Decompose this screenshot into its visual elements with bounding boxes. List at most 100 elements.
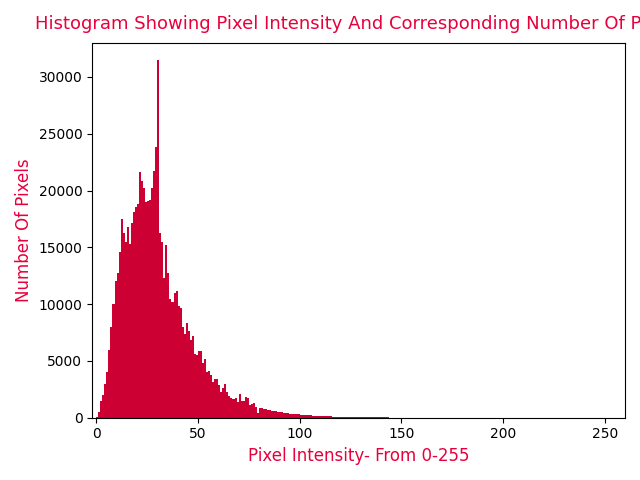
Bar (294, 414, 296, 418)
Bar (334, 417, 336, 418)
Bar (155, 146, 157, 418)
Bar (163, 278, 165, 418)
Bar (273, 411, 275, 418)
Bar (204, 360, 206, 418)
Bar (246, 398, 249, 418)
Bar (285, 413, 287, 418)
Bar (131, 223, 133, 418)
Bar (314, 416, 316, 418)
Bar (102, 395, 104, 418)
Bar (308, 415, 310, 418)
Bar (230, 398, 232, 418)
Bar (100, 401, 102, 418)
Bar (139, 172, 141, 418)
Bar (348, 417, 351, 418)
Bar (104, 384, 106, 418)
Bar (265, 409, 267, 418)
Bar (340, 417, 342, 418)
Bar (296, 414, 298, 418)
Bar (216, 379, 218, 418)
Bar (172, 302, 173, 418)
Bar (208, 371, 210, 418)
Bar (212, 383, 214, 418)
Bar (355, 417, 356, 418)
Bar (261, 408, 263, 418)
Bar (322, 416, 324, 418)
Bar (324, 416, 326, 418)
Bar (188, 331, 190, 418)
Bar (249, 405, 251, 418)
Bar (99, 412, 100, 418)
Bar (192, 336, 194, 418)
Bar (118, 252, 120, 418)
Bar (239, 394, 241, 418)
Bar (184, 334, 186, 418)
Bar (253, 403, 255, 418)
Bar (356, 417, 358, 418)
Bar (346, 417, 348, 418)
Bar (113, 304, 115, 418)
Bar (106, 372, 108, 418)
Bar (177, 306, 180, 418)
Bar (358, 417, 360, 418)
Bar (111, 327, 113, 418)
Bar (282, 412, 284, 418)
Bar (145, 202, 147, 418)
Bar (326, 416, 328, 418)
Bar (214, 379, 216, 418)
Bar (316, 416, 318, 418)
Bar (153, 171, 155, 418)
Bar (194, 354, 196, 418)
Bar (170, 300, 172, 418)
Bar (180, 308, 182, 418)
Bar (137, 204, 139, 418)
Bar (227, 393, 228, 418)
Bar (175, 291, 177, 418)
Bar (289, 414, 291, 418)
Bar (125, 242, 127, 418)
Bar (300, 415, 301, 418)
Bar (127, 227, 129, 418)
Bar (284, 413, 285, 418)
Bar (115, 281, 116, 418)
Bar (116, 273, 118, 418)
Bar (143, 188, 145, 418)
Bar (330, 417, 332, 418)
Bar (200, 351, 202, 418)
Bar (173, 293, 175, 418)
Bar (291, 414, 294, 418)
Bar (277, 412, 279, 418)
Bar (182, 327, 184, 418)
Bar (263, 408, 265, 418)
Bar (351, 417, 353, 418)
Bar (190, 340, 192, 418)
Bar (259, 408, 261, 418)
Bar (129, 244, 131, 418)
Bar (320, 416, 322, 418)
Y-axis label: Number Of Pixels: Number Of Pixels (15, 158, 33, 302)
Bar (312, 416, 314, 418)
Bar (198, 351, 200, 418)
Bar (303, 415, 306, 418)
Bar (220, 392, 222, 418)
Bar (206, 372, 208, 418)
Bar (342, 417, 344, 418)
Bar (301, 415, 303, 418)
Bar (234, 398, 237, 418)
Bar (222, 388, 225, 418)
Bar (120, 219, 123, 418)
Bar (218, 385, 220, 418)
Bar (279, 412, 282, 418)
Bar (232, 399, 234, 418)
Bar (96, 417, 99, 418)
Bar (271, 410, 273, 418)
Bar (267, 410, 269, 418)
Bar (336, 417, 338, 418)
Bar (243, 401, 244, 418)
Bar (332, 417, 334, 418)
Bar (255, 407, 257, 418)
Bar (141, 181, 143, 418)
Bar (344, 417, 346, 418)
Bar (225, 384, 227, 418)
Bar (275, 411, 277, 418)
